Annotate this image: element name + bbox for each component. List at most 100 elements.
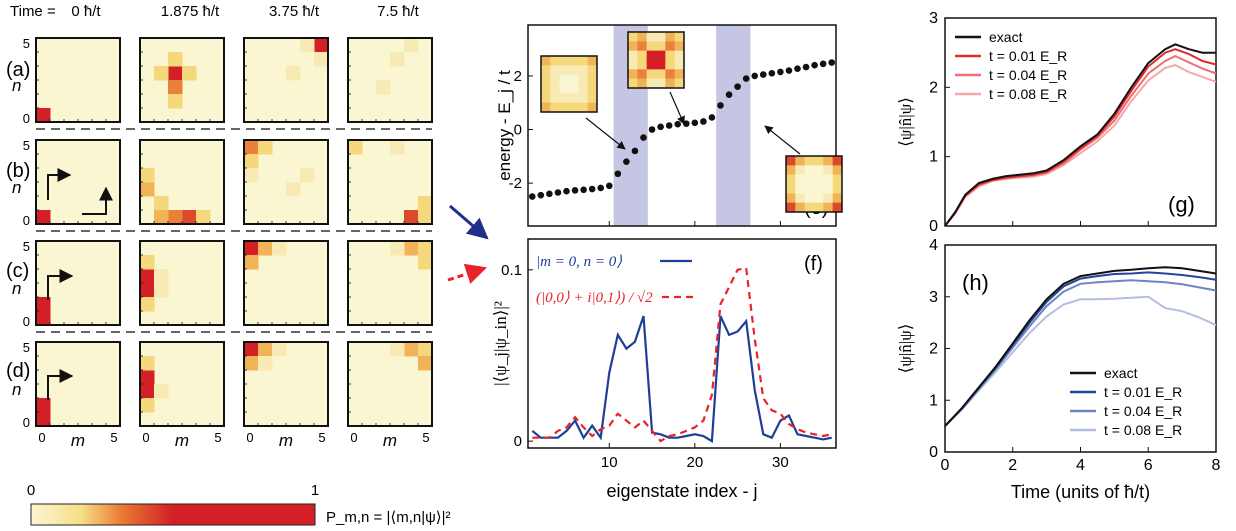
heatmap-cell xyxy=(140,182,155,197)
inset-cell xyxy=(656,69,666,80)
hopping-arrow-icon xyxy=(82,186,113,215)
colorbar: 0 1 P_m,n = |⟨m,n|ψ⟩|² xyxy=(27,482,451,526)
heatmap-cell xyxy=(154,269,169,284)
heatmap-cell xyxy=(300,38,315,53)
inset-cell xyxy=(637,50,648,61)
heatmap-cell xyxy=(418,210,433,225)
legend-label-2: t = 0.04 E_R xyxy=(989,67,1067,83)
inset-cell xyxy=(628,32,638,42)
heatmap-a-t0 xyxy=(35,37,121,123)
inset-cell xyxy=(795,193,806,204)
heatmap-xtick-label: 0 xyxy=(38,430,45,445)
heatmap-cell xyxy=(168,210,183,225)
heatmap-cell xyxy=(154,196,169,211)
inset-cell xyxy=(559,56,570,66)
heatmap-cell xyxy=(140,356,155,371)
time-label-1: 1.875 ħ/t xyxy=(161,3,220,20)
n-axis-label: n xyxy=(12,279,21,298)
ytick-label: 1 xyxy=(929,392,938,409)
heatmap-d-t1 xyxy=(139,341,225,427)
heatmap-ytick-label: 5 xyxy=(23,36,30,51)
heatmap-cell xyxy=(154,66,169,81)
shaded-band xyxy=(716,25,751,226)
inset-cell xyxy=(646,50,657,61)
heatmap-cell xyxy=(286,182,301,197)
ytick-label: 3 xyxy=(929,289,938,306)
inset-cell xyxy=(550,102,561,113)
series-line-3 xyxy=(944,64,1217,227)
panel-e-energy-chart: -202(e)energy - E_j / t xyxy=(495,24,843,227)
legend-label-1: t = 0.01 E_R xyxy=(989,48,1067,64)
inset-cell xyxy=(656,60,666,70)
energy-point xyxy=(725,91,733,98)
inset-cell xyxy=(814,174,824,185)
energy-point xyxy=(537,191,545,199)
inset-cell xyxy=(637,69,648,80)
heatmap-xtick-label: 5 xyxy=(214,430,221,445)
energy-point xyxy=(700,118,707,125)
inset-cell xyxy=(559,84,570,94)
heatmap-cell xyxy=(168,66,183,81)
heatmap-cell xyxy=(244,255,259,270)
inset-cell xyxy=(674,60,685,70)
heatmap-cell xyxy=(390,52,405,67)
inset-cell xyxy=(578,74,589,85)
heatmap-cell xyxy=(258,241,273,256)
row-label-d: (d) xyxy=(6,360,30,382)
inset-cell xyxy=(646,32,657,42)
energy-point xyxy=(640,134,647,141)
heatmap-cell xyxy=(168,52,183,67)
inset-cell xyxy=(628,41,638,52)
colorbar-label: P_m,n = |⟨m,n|ψ⟩|² xyxy=(326,509,451,526)
inset-cell xyxy=(569,56,579,66)
heatmap-cell xyxy=(286,66,301,81)
series-line-0 xyxy=(944,266,1217,427)
inset-cell xyxy=(814,156,824,166)
inset-cell xyxy=(795,165,806,176)
ylabel-h: ⟨ψ|n̂|ψ⟩ xyxy=(896,324,915,374)
heatmap-cell xyxy=(140,398,155,413)
energy-point xyxy=(588,185,596,193)
inset-cell xyxy=(656,78,666,89)
heatmap-cell xyxy=(314,52,329,67)
heatmap-a-t1 xyxy=(139,37,225,123)
inset-frame xyxy=(540,55,598,113)
inset-cell xyxy=(646,41,657,52)
energy-point xyxy=(571,187,579,194)
inset-cell xyxy=(569,84,579,94)
m-axis-label: m xyxy=(279,431,293,450)
arrow-to-panel-f-icon xyxy=(447,263,487,284)
heatmap-cell xyxy=(196,210,211,225)
inset-cell xyxy=(578,93,589,104)
heatmap-cell xyxy=(348,140,363,155)
heatmap-cell xyxy=(36,311,51,326)
panel-g-occupation-chart: 0 1 2 3 (g) ⟨ψ|n̂|ψ⟩ exact t = 0.01 E_Rt = 0.04… xyxy=(896,10,1217,235)
inset-cell xyxy=(804,184,815,194)
inset-pointer-icon xyxy=(764,125,801,155)
inset-cell xyxy=(814,202,824,213)
inset-cell xyxy=(569,74,579,85)
energy-point xyxy=(802,63,810,71)
inset-cell xyxy=(559,93,570,104)
inset-cell xyxy=(587,93,598,104)
energy-point xyxy=(546,190,553,198)
arrow-to-panel-e-icon xyxy=(449,204,489,240)
energy-point xyxy=(708,114,716,121)
heatmap-cell xyxy=(418,342,433,357)
heatmap-cell xyxy=(244,140,259,155)
inset-cell xyxy=(674,32,685,42)
xtick-label: 10 xyxy=(601,454,618,471)
heatmap-cell xyxy=(300,168,315,183)
heatmap-cell xyxy=(154,384,169,399)
colorbar-max: 1 xyxy=(311,482,319,499)
inset-cell xyxy=(569,93,579,104)
heatmap-cell xyxy=(140,255,155,270)
inset-cell xyxy=(823,165,834,176)
inset-cell xyxy=(823,174,834,185)
heatmap-cell xyxy=(140,269,155,284)
inset-cell xyxy=(665,78,676,89)
xtick-label: 4 xyxy=(1076,457,1085,474)
heatmap-cell xyxy=(418,241,433,256)
inset-cell xyxy=(665,69,676,80)
heatmap-cell xyxy=(404,342,419,357)
